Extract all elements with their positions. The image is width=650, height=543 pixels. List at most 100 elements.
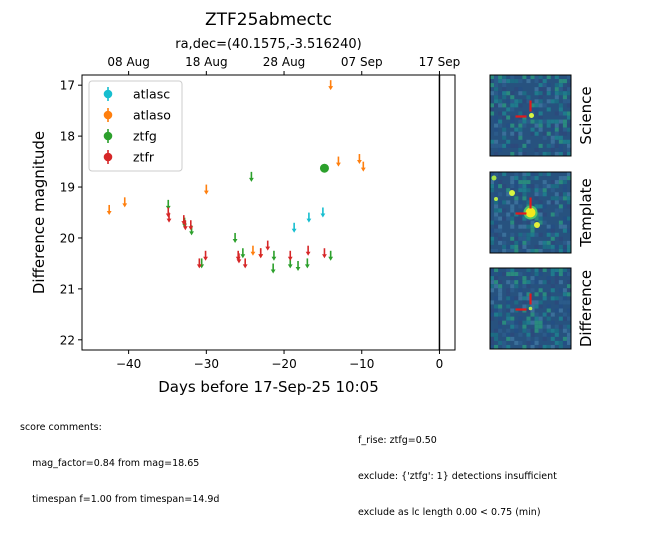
cutout-noise-pixel: [554, 151, 559, 156]
cutout-noise-pixel: [534, 204, 539, 209]
score-comments-left: score comments: mag_factor=0.84 from mag…: [20, 398, 219, 530]
upper-limit-marker: [122, 197, 128, 208]
cutout-noise-pixel: [490, 184, 495, 189]
cutout-noise-pixel: [506, 316, 511, 321]
legend-entry: [103, 150, 113, 164]
cutout-noise-pixel: [554, 296, 559, 301]
cutout-noise-pixel: [522, 280, 527, 285]
cutout-noise-pixel: [566, 292, 571, 297]
cutout-noise-pixel: [538, 188, 543, 193]
cutout-noise-pixel: [514, 79, 519, 84]
cutout-noise-pixel: [562, 87, 567, 92]
upper-limit-marker: [182, 220, 188, 231]
legend-marker: [103, 110, 113, 120]
cutout-noise-pixel: [498, 123, 503, 128]
cutout-noise-pixel: [494, 200, 499, 205]
cutout-noise-pixel: [498, 91, 503, 96]
upper-limit-arrowhead: [291, 228, 297, 233]
cutout-noise-pixel: [530, 276, 535, 281]
cutout-noise-pixel: [534, 131, 539, 136]
cutout-difference: [489, 267, 572, 350]
cutout-noise-pixel: [494, 123, 499, 128]
cutout-noise-pixel: [534, 103, 539, 108]
cutout-noise-pixel: [510, 336, 515, 341]
cutout-noise-pixel: [546, 304, 551, 309]
upper-limit-arrowhead: [304, 264, 310, 269]
cutout-noise-pixel: [546, 91, 551, 96]
cutout-noise-pixel: [522, 328, 527, 333]
legend-marker: [103, 131, 113, 141]
cutout-noise-pixel: [554, 324, 559, 329]
cutout-noise-pixel: [526, 308, 531, 313]
cutout-noise-pixel: [502, 332, 507, 337]
cutout-noise-pixel: [550, 127, 555, 132]
cutout-noise-pixel: [566, 99, 571, 104]
cutout-noise-pixel: [522, 119, 527, 124]
cutout-noise-pixel: [494, 308, 499, 313]
cutout-noise-pixel: [514, 296, 519, 301]
cutout-noise-pixel: [562, 95, 567, 100]
cutout-noise-pixel: [510, 119, 515, 124]
cutout-noise-pixel: [506, 272, 511, 277]
cutout-noise-pixel: [518, 316, 523, 321]
cutout-noise-pixel: [550, 236, 555, 241]
cutout-noise-pixel: [554, 83, 559, 88]
cutout-noise-pixel: [534, 316, 539, 321]
cutout-noise-pixel: [558, 300, 563, 305]
cutout-noise-pixel: [538, 240, 543, 245]
cutout-noise-pixel: [526, 143, 531, 148]
cutout-noise-pixel: [558, 208, 563, 213]
y-tick-label: 18: [60, 130, 75, 144]
cutout-noise-pixel: [562, 224, 567, 229]
cutout-noise-pixel: [518, 111, 523, 116]
cutout-noise-pixel: [502, 95, 507, 100]
score-comments-header: score comments:: [20, 422, 102, 433]
cutout-noise-pixel: [566, 272, 571, 277]
cutout-noise-pixel: [526, 188, 531, 193]
cutout-noise-pixel: [522, 75, 527, 80]
cutout-noise-pixel: [554, 276, 559, 281]
x-tick-label: −30: [194, 357, 219, 371]
cutout-noise-pixel: [558, 192, 563, 197]
cutout-noise-pixel: [538, 248, 543, 253]
cutout-noise-pixel: [538, 111, 543, 116]
cutout-science: [489, 74, 572, 157]
cutout-noise-pixel: [506, 332, 511, 337]
cutout-noise-pixel: [566, 300, 571, 305]
series-ztfr: [165, 207, 327, 269]
cutout-noise-pixel: [534, 304, 539, 309]
score-comment-line: exclude: {'ztfg': 1} detections insuffic…: [358, 471, 557, 482]
upper-limit-arrowhead: [270, 269, 276, 274]
cutout-noise-pixel: [510, 224, 515, 229]
cutout-noise-pixel: [502, 184, 507, 189]
cutout-noise-pixel: [534, 192, 539, 197]
cutout-noise-pixel: [522, 324, 527, 329]
cutout-noise-pixel: [522, 344, 527, 349]
cutout-noise-pixel: [542, 91, 547, 96]
cutout-noise-pixel: [546, 244, 551, 249]
cutout-noise-pixel: [546, 292, 551, 297]
cutout-noise-pixel: [490, 308, 495, 313]
cutout-noise-pixel: [506, 123, 511, 128]
cutout-noise-pixel: [558, 340, 563, 345]
upper-limit-arrowhead: [328, 86, 334, 91]
cutout-noise-pixel: [522, 184, 527, 189]
cutout-noise-pixel: [518, 79, 523, 84]
cutout-noise-pixel: [494, 151, 499, 156]
cutout-noise-pixel: [546, 143, 551, 148]
cutout-noise-pixel: [490, 332, 495, 337]
cutout-noise-pixel: [498, 280, 503, 285]
upper-limit-marker: [320, 207, 326, 218]
cutout-noise-pixel: [526, 184, 531, 189]
cutout-noise-pixel: [506, 268, 511, 273]
cutout-noise-pixel: [506, 248, 511, 253]
cutout-noise-pixel: [550, 143, 555, 148]
cutout-noise-pixel: [518, 200, 523, 205]
cutout-noise-pixel: [566, 288, 571, 293]
cutout-noise-pixel: [538, 280, 543, 285]
score-comment-line: f_rise: ztfg=0.50: [358, 435, 437, 446]
cutout-noise-pixel: [542, 280, 547, 285]
cutout-noise-pixel: [502, 143, 507, 148]
upper-limit-marker: [360, 161, 366, 172]
cutout-noise-pixel: [526, 200, 531, 205]
